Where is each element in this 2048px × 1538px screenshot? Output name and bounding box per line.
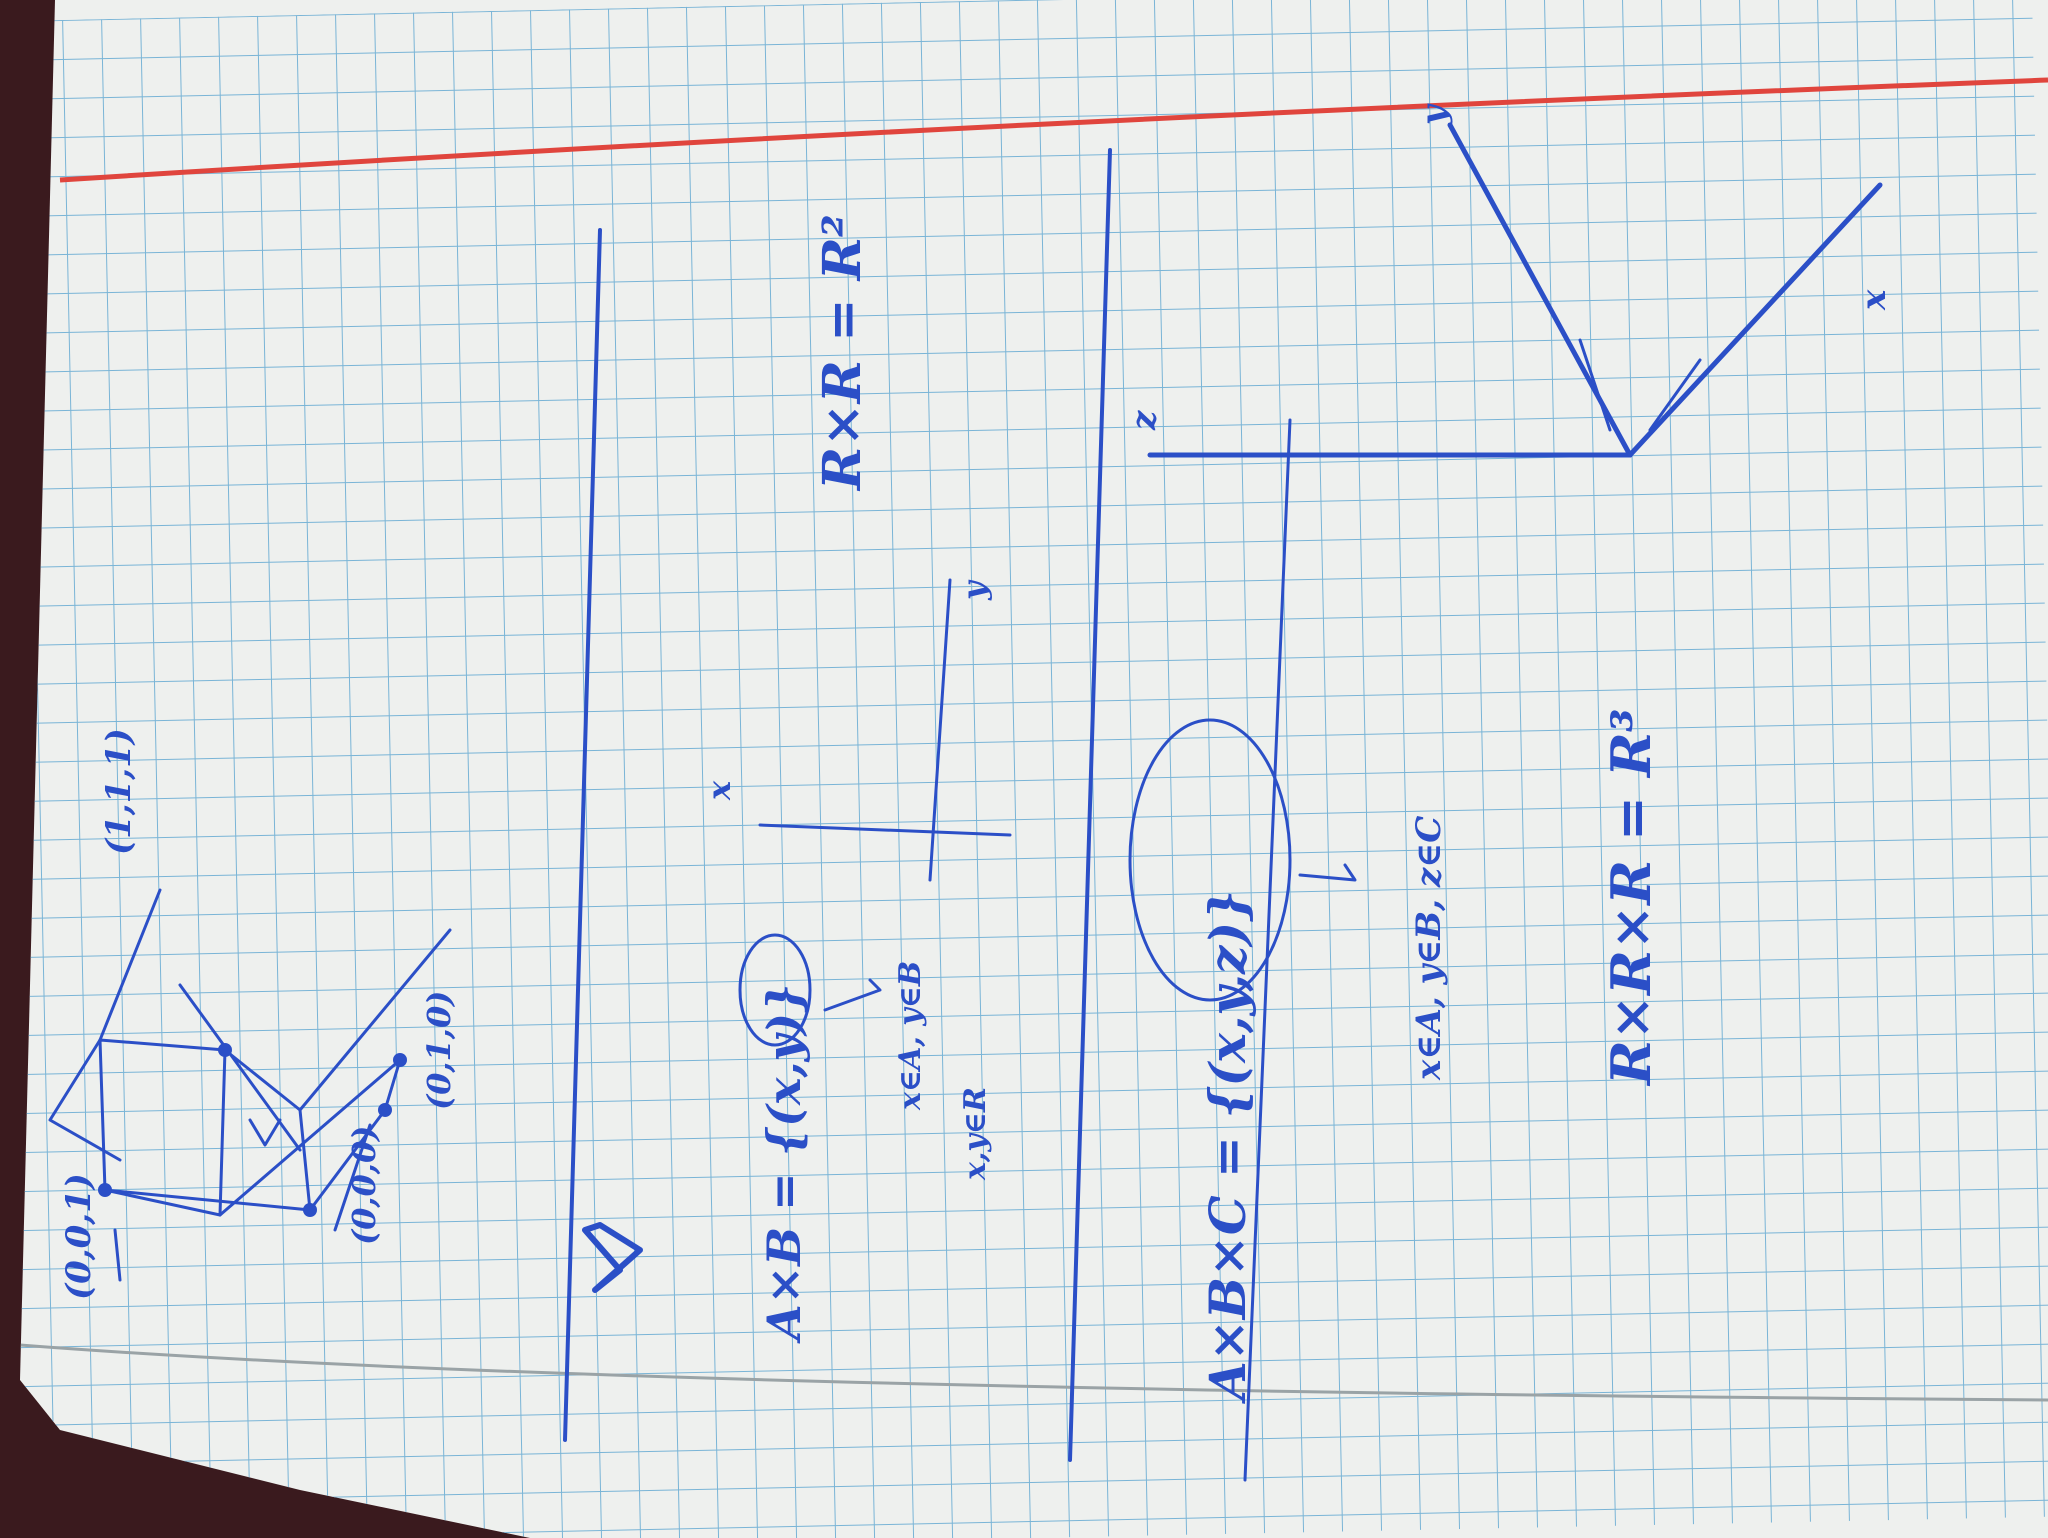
formula-set-product-3d: A×B×C = {(x,y,z)} [1198,890,1257,1404]
margin-line [59,77,2048,183]
formula-set-product-2d: A×B = {(x,y)} [757,983,811,1344]
point-dot [98,1183,112,1197]
axis-stroke [1578,338,1612,432]
divider-line-2 [1068,148,1112,1462]
label-point-111: (1,1,1) [99,728,139,855]
axis-label-y-2d: y [955,579,993,601]
axes-2d [758,578,1012,882]
cube-edge [98,888,162,1042]
point-dot [218,1043,232,1057]
formula-plane: R×R = R² [812,214,873,492]
axis-label-z-3d: z [1124,410,1164,431]
point-dot [393,1053,407,1067]
divider-line-1 [563,228,602,1442]
axis-stroke [1648,358,1702,432]
cube-edge [103,1048,312,1212]
axis-label-x-3d: x [1854,289,1894,311]
arrow-pointer [823,978,882,1012]
label-point-010: (0,1,0) [420,991,458,1110]
arrow-pointer [1298,863,1357,882]
cube-edge [333,1123,372,1232]
cube-points [98,1043,407,1217]
label-point-000: (0,0,0) [345,1126,383,1245]
y-axis [928,578,952,882]
cube-sketch [48,888,452,1282]
axis-line [113,1228,122,1282]
formula-space: R×R×R = R³ [1599,709,1663,1088]
cube-edge [218,1058,402,1217]
highlight-circle [738,933,812,1047]
point-dot [378,1103,392,1117]
point-dot [303,1203,317,1217]
formula-note-2d-line2: x,y∈R [958,1087,993,1181]
axis-label-y-3d: y [1414,103,1454,126]
x-axis [1627,182,1883,458]
highlight-circle [1128,718,1292,1002]
cube-edge [298,928,452,1112]
label-point-001: (0,0,1) [59,1173,99,1300]
formula-note-2d-line1: x∈A, y∈B [893,961,928,1111]
axis-label-x-2d: x [700,780,738,801]
x-axis [758,823,1012,837]
diagonal [248,1118,282,1147]
divider-line-3 [1243,418,1292,1482]
cube-edge [48,1038,122,1162]
formula-note-3d-line1: x∈A, y∈B, z∈C [1409,816,1449,1081]
axes-3d [1147,122,1883,458]
ink-doodle [582,1222,643,1293]
